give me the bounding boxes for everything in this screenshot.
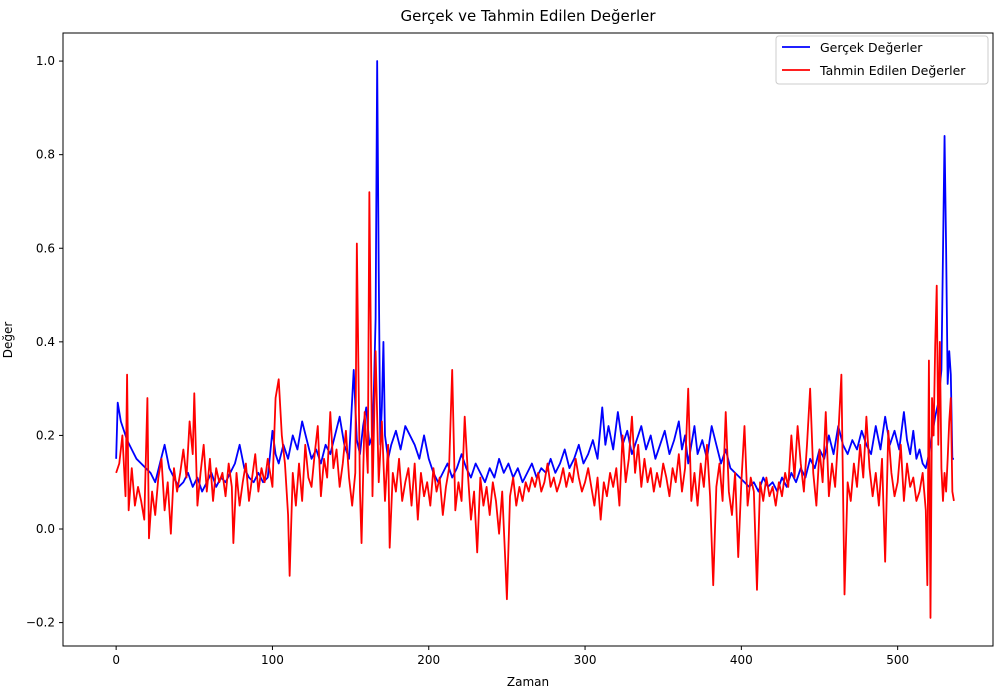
axes-frame [62,32,994,647]
x-tick-label: 300 [574,653,597,667]
y-axis: −0.2 0.0 0.2 0.4 0.6 0.8 1.0 [26,54,63,630]
legend: Gerçek Değerler Tahmin Edilen Değerler [775,35,989,85]
x-axis: 0 100 200 300 400 500 [112,646,909,667]
y-tick-label: 1.0 [36,54,55,68]
x-tick-label: 200 [417,653,440,667]
x-tick-label: 100 [261,653,284,667]
x-tick-label: 0 [112,653,120,667]
y-axis-title: Değer [1,322,15,359]
plot-area [115,60,955,619]
x-axis-title: Zaman [507,675,549,689]
y-tick-label: 0.6 [36,241,55,255]
legend-label-actual: Gerçek Değerler [820,40,923,55]
y-tick-label: 0.2 [36,428,55,442]
x-tick-label: 500 [886,653,909,667]
legend-box [775,35,989,85]
y-tick-label: −0.2 [26,616,55,630]
y-tick-label: 0.0 [36,522,55,536]
y-tick-label: 0.8 [36,148,55,162]
legend-label-predicted: Tahmin Edilen Değerler [819,63,966,78]
series-line-predicted [115,191,955,619]
y-tick-label: 0.4 [36,335,55,349]
chart-title: Gerçek ve Tahmin Edilen Değerler [400,7,656,25]
x-tick-label: 400 [730,653,753,667]
